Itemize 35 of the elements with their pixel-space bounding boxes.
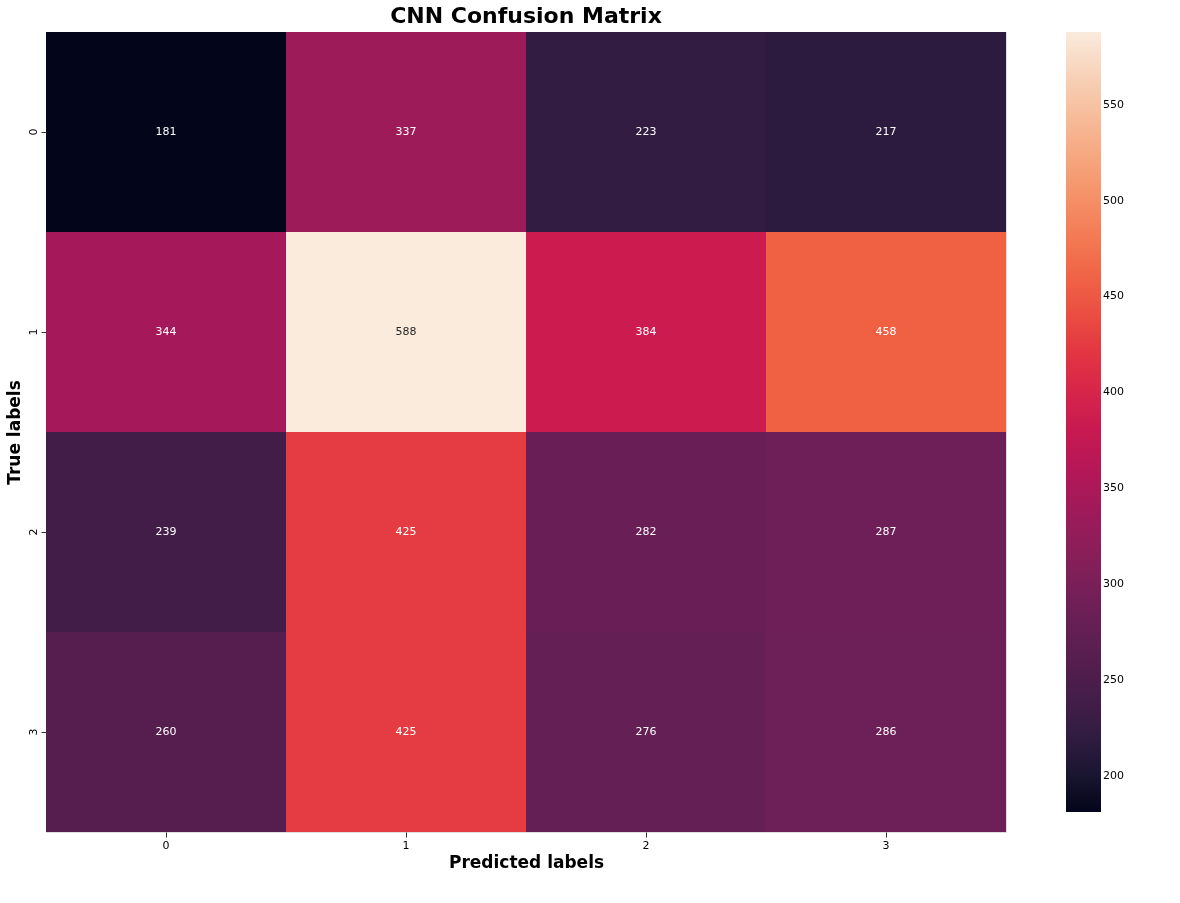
color-bar-label: 300 (1103, 576, 1124, 590)
data-label: 384 (635, 325, 657, 338)
color-bar-label: 250 (1103, 672, 1124, 686)
color-bar-label: 350 (1103, 481, 1124, 495)
data-label: 223 (635, 125, 657, 138)
data-label: 425 (395, 525, 417, 538)
data-label: 260 (155, 725, 177, 738)
data-label: 337 (395, 125, 417, 138)
color-bar-label: 550 (1103, 97, 1124, 111)
data-label: 588 (395, 325, 417, 338)
x-tick-label: 1 (402, 838, 410, 852)
data-label: 217 (875, 125, 897, 138)
data-label: 181 (155, 125, 177, 138)
color-bar-label: 450 (1103, 289, 1124, 303)
y-axis-title: True labels (3, 380, 24, 485)
y-tick-label: 0 (26, 128, 40, 136)
chart-title: CNN Confusion Matrix (390, 3, 662, 28)
data-label: 458 (875, 325, 897, 338)
color-bar-label: 400 (1103, 385, 1124, 399)
y-tick-label: 1 (26, 328, 40, 336)
y-tick-label: 3 (26, 728, 40, 736)
data-label: 239 (155, 525, 177, 538)
color-bar-label: 200 (1103, 768, 1124, 782)
data-label: 282 (635, 525, 657, 538)
data-label: 287 (875, 525, 897, 538)
data-label: 276 (635, 725, 657, 738)
data-label: 425 (395, 725, 417, 738)
x-tick-label: 0 (162, 838, 170, 852)
y-tick-label: 2 (26, 528, 40, 536)
x-tick-label: 3 (882, 838, 890, 852)
data-label: 286 (875, 725, 897, 738)
color-bar-label: 500 (1103, 193, 1124, 207)
x-tick-label: 2 (642, 838, 650, 852)
x-axis-title: Predicted labels (448, 851, 605, 872)
data-label: 344 (155, 325, 177, 338)
